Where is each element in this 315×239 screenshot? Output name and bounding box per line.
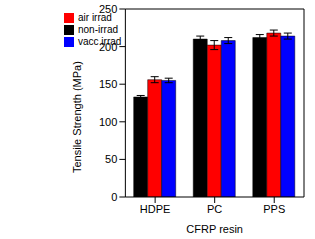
svg-text:50: 50 <box>105 153 117 165</box>
svg-text:200: 200 <box>99 41 117 53</box>
svg-text:PPS: PPS <box>263 203 285 215</box>
svg-text:HDPE: HDPE <box>140 203 171 215</box>
svg-text:CFRP resin: CFRP resin <box>186 223 243 235</box>
svg-text:100: 100 <box>99 116 117 128</box>
svg-text:250: 250 <box>99 3 117 15</box>
svg-text:Tensile Strength (MPa): Tensile Strength (MPa) <box>71 61 83 173</box>
svg-text:150: 150 <box>99 78 117 90</box>
svg-text:0: 0 <box>111 191 117 203</box>
svg-text:PC: PC <box>207 203 222 215</box>
